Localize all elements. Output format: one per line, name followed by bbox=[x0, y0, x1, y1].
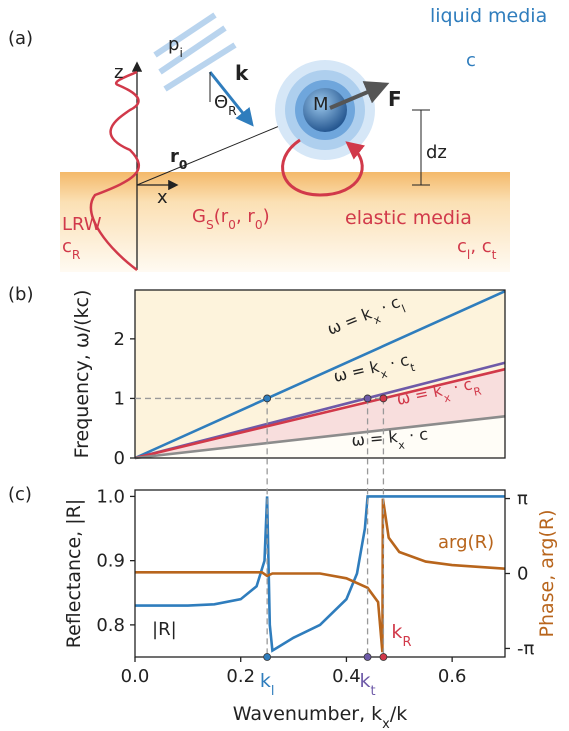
label: r0 bbox=[170, 146, 187, 172]
series-name: |R| bbox=[152, 619, 177, 640]
y-tick-label: 1 bbox=[114, 388, 125, 409]
x-tick-label: 0.6 bbox=[438, 666, 467, 687]
label: c bbox=[466, 50, 476, 71]
text-part: Θ bbox=[214, 92, 228, 113]
label: LRW bbox=[62, 214, 102, 235]
series-name: arg(R) bbox=[438, 532, 494, 553]
text-part: i bbox=[179, 46, 182, 60]
text-part: t bbox=[492, 248, 497, 262]
x-tick-label: 0.0 bbox=[121, 666, 150, 687]
text-part: R bbox=[72, 248, 81, 262]
marker-dot bbox=[380, 654, 387, 661]
x-tick-label: 0.4 bbox=[332, 666, 361, 687]
text-part: p bbox=[168, 34, 179, 55]
text-part: /k bbox=[390, 703, 407, 725]
text-part: , c bbox=[470, 236, 491, 257]
y-tick-label: 2 bbox=[114, 329, 125, 350]
panel-label: (c) bbox=[8, 484, 32, 505]
text-part: R bbox=[402, 635, 411, 650]
label: x bbox=[157, 187, 168, 208]
text-part: G bbox=[192, 206, 206, 227]
y2-tick-label: 0 bbox=[517, 564, 528, 585]
text-part: 0 bbox=[179, 158, 188, 172]
marker-label: kt bbox=[360, 670, 376, 699]
panel-a: (a) liquid media c z pi k ΘR M F r0 dz x… bbox=[8, 5, 547, 272]
label: M bbox=[313, 94, 329, 115]
figure: (a) liquid media c z pi k ΘR M F r0 dz x… bbox=[0, 0, 569, 731]
panel-label: (a) bbox=[8, 28, 33, 49]
y-tick-label: 0.8 bbox=[96, 615, 125, 636]
label: z bbox=[114, 62, 123, 83]
marker-label: kR bbox=[391, 621, 411, 650]
y-axis-label: Frequency, ω/(kc) bbox=[71, 290, 93, 459]
series-line bbox=[135, 499, 505, 653]
text-part: R bbox=[228, 104, 237, 118]
text-part: Wavenumber, k bbox=[233, 703, 382, 725]
x-axis-label: Wavenumber, kx/k bbox=[233, 703, 407, 731]
x-tick-label: 0.2 bbox=[226, 666, 255, 687]
marker-dot bbox=[264, 654, 271, 661]
marker-label: kl bbox=[260, 670, 275, 699]
point bbox=[264, 395, 271, 402]
text-part: c bbox=[457, 236, 467, 257]
text-part: ) bbox=[263, 206, 270, 227]
point bbox=[364, 395, 371, 402]
text-part: , r bbox=[236, 206, 255, 227]
text-part: l bbox=[271, 684, 275, 699]
text-part: k bbox=[260, 670, 271, 692]
label: liquid media bbox=[430, 5, 547, 27]
y2-axis-label: Phase, arg(R) bbox=[536, 509, 558, 637]
y-tick-label: 0.9 bbox=[96, 551, 125, 572]
text-part: · c bbox=[403, 424, 429, 445]
label: dz bbox=[426, 142, 447, 163]
text-part: 0 bbox=[255, 218, 263, 232]
y2-tick-label: π bbox=[517, 489, 528, 510]
label: F bbox=[388, 87, 402, 111]
text-part: k bbox=[360, 670, 371, 692]
text-part: k bbox=[391, 621, 402, 643]
text-part: (r bbox=[214, 206, 229, 227]
label: ΘR bbox=[214, 92, 237, 118]
label: elastic media bbox=[345, 207, 472, 229]
label: k bbox=[235, 61, 249, 85]
marker-dot bbox=[364, 654, 371, 661]
text-part: r bbox=[170, 146, 179, 167]
point bbox=[380, 395, 387, 402]
y-tick-label: 1.0 bbox=[96, 486, 125, 507]
plane-wave bbox=[155, 15, 235, 89]
y2-tick-label: -π bbox=[517, 638, 534, 659]
text-part: t bbox=[371, 684, 376, 699]
text-part: c bbox=[62, 236, 72, 257]
text-part: 0 bbox=[228, 218, 236, 232]
y-axis-label: Reflectance, |R| bbox=[63, 499, 85, 649]
panel-label: (b) bbox=[8, 284, 33, 305]
y-tick-label: 0 bbox=[114, 448, 125, 469]
